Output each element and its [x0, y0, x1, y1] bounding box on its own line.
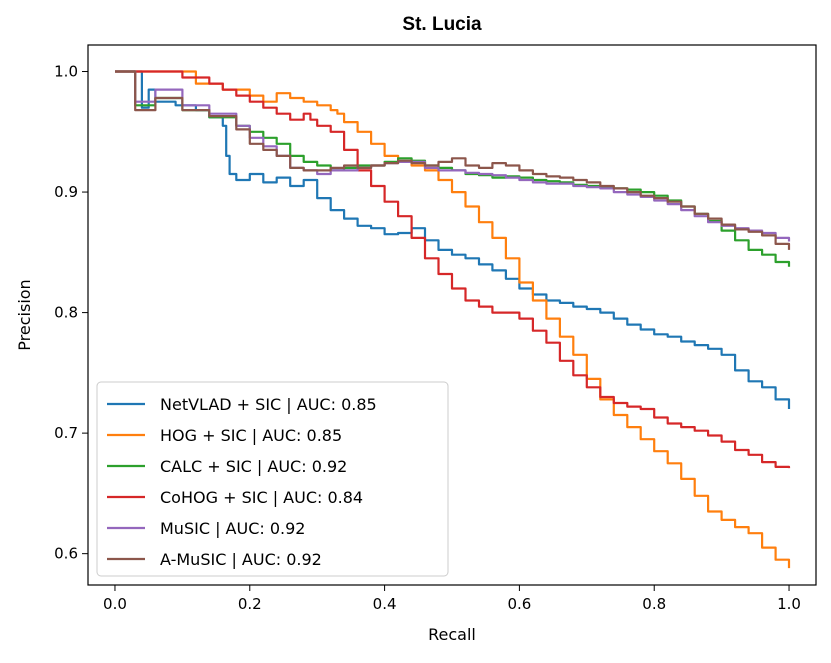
y-axis-ticks: 0.6 0.7 0.8 0.9 1.0	[54, 63, 88, 563]
legend: NetVLAD + SIC | AUC: 0.85 HOG + SIC | AUC…	[96, 381, 449, 577]
x-tick-label: 0.8	[642, 595, 666, 613]
series-line-2	[115, 70, 791, 267]
y-tick-label: 0.8	[54, 304, 78, 322]
chart-title: St. Lucia	[402, 14, 482, 35]
axes	[87, 44, 817, 586]
series-line-3	[115, 70, 791, 469]
x-axis-label: Recall	[428, 625, 476, 644]
legend-box	[96, 381, 449, 577]
y-axis-label: Precision	[15, 279, 34, 350]
x-tick-label: 0.2	[238, 595, 262, 613]
series-line-4	[115, 70, 791, 242]
plot-lines	[115, 70, 791, 569]
plot-frame	[87, 44, 817, 586]
y-tick-label: 1.0	[54, 63, 78, 81]
y-tick-label: 0.9	[54, 183, 78, 201]
legend-label-0: NetVLAD + SIC | AUC: 0.85	[160, 395, 377, 414]
legend-label-3: CoHOG + SIC | AUC: 0.84	[160, 488, 363, 507]
y-tick-label: 0.7	[54, 424, 78, 442]
x-tick-label: 0.6	[507, 595, 531, 613]
series-line-1	[115, 70, 791, 569]
legend-label-4: MuSIC | AUC: 0.92	[160, 519, 305, 538]
y-tick-label: 0.6	[54, 545, 78, 563]
x-tick-label: 0.0	[103, 595, 127, 613]
legend-label-1: HOG + SIC | AUC: 0.85	[160, 426, 342, 445]
x-tick-label: 1.0	[777, 595, 801, 613]
series-line-0	[115, 70, 791, 409]
x-axis-ticks: 0.0 0.2 0.4 0.6 0.8 1.0	[103, 585, 801, 613]
legend-label-2: CALC + SIC | AUC: 0.92	[160, 457, 347, 476]
legend-label-5: A-MuSIC | AUC: 0.92	[160, 550, 322, 569]
series-line-5	[115, 70, 791, 250]
x-tick-label: 0.4	[373, 595, 397, 613]
